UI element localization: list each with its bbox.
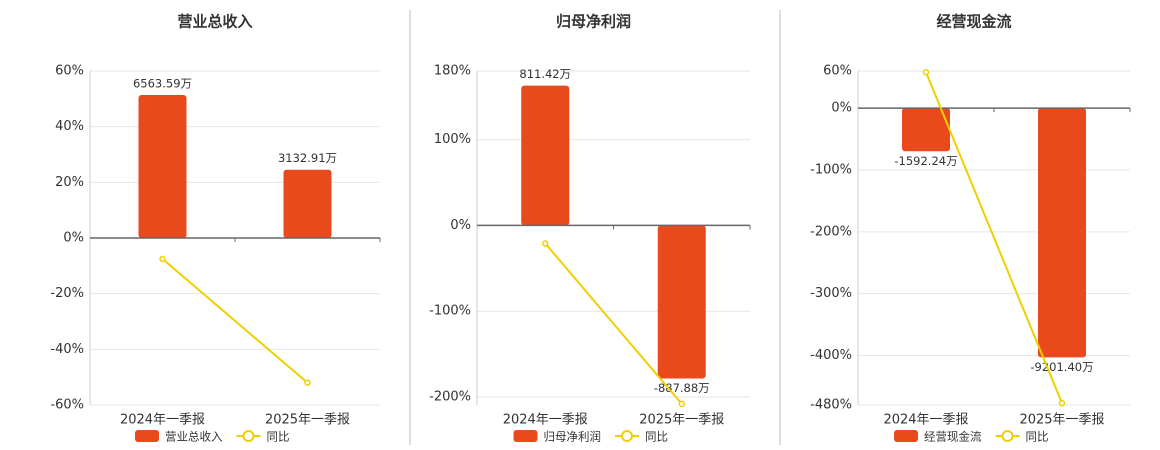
bar [283, 169, 332, 238]
y-tick-label: -480% [810, 398, 852, 413]
bar [657, 225, 706, 379]
chart-title: 归母净利润 [556, 13, 631, 31]
value-label: -1592.24万 [894, 154, 957, 168]
line [925, 71, 1063, 404]
legend-swatch [894, 430, 918, 442]
x-tick-label: 2025年一季报 [1019, 413, 1104, 428]
value-label: 6563.59万 [133, 76, 192, 90]
y-tick-label: 180% [434, 64, 471, 79]
legend-label: 经营现金流 [924, 430, 982, 444]
y-tick-label: -200% [810, 224, 852, 239]
point [922, 68, 930, 76]
point [304, 379, 311, 386]
y-tick-label: 60% [55, 64, 84, 79]
value-label: 3132.91万 [278, 151, 337, 165]
y-tick-label: 100% [434, 132, 471, 147]
x-tick-label: 2025年一季报 [265, 413, 350, 428]
value-label: -887.88万 [654, 381, 710, 395]
x-tick-label: 2024年一季报 [883, 413, 968, 428]
chart-title: 营业总收入 [177, 13, 252, 31]
value-label: 811.42万 [519, 67, 571, 81]
point [1058, 399, 1066, 407]
legend-label: 归母净利润 [544, 430, 602, 444]
bar [1038, 108, 1086, 358]
y-tick-label: 40% [55, 119, 84, 134]
y-tick-label: -400% [810, 348, 852, 363]
y-tick-label: 0% [63, 231, 84, 246]
point [542, 240, 549, 247]
line [544, 242, 683, 405]
bar [902, 108, 950, 152]
legend-label: 同比 [1026, 430, 1049, 444]
point [678, 400, 685, 408]
legend-swatch [135, 430, 159, 442]
legend-swatch [621, 430, 633, 442]
legend-swatch [242, 430, 255, 442]
y-tick-label: -100% [429, 304, 471, 319]
y-tick-label: -200% [429, 390, 471, 405]
y-tick-label: -100% [810, 162, 852, 177]
bar [138, 94, 187, 238]
legend-label: 同比 [267, 430, 290, 444]
y-tick-label: -40% [50, 342, 84, 357]
y-tick-label: 60% [823, 64, 852, 79]
y-tick-label: 0% [450, 218, 471, 233]
y-tick-label: 20% [55, 175, 84, 190]
bar [521, 85, 570, 226]
value-label: -9201.40万 [1030, 360, 1093, 374]
x-tick-label: 2025年一季报 [639, 413, 724, 428]
point [159, 255, 166, 263]
x-tick-label: 2024年一季报 [120, 413, 205, 428]
x-tick-label: 2024年一季报 [503, 413, 588, 428]
legend-label: 同比 [645, 430, 668, 444]
legend-label: 营业总收入 [165, 430, 223, 444]
y-tick-label: -60% [50, 398, 84, 413]
y-tick-label: -300% [810, 286, 852, 301]
y-tick-label: 0% [831, 101, 852, 116]
line [161, 258, 309, 384]
legend-swatch [1001, 430, 1014, 442]
y-tick-label: -20% [50, 286, 84, 301]
chart-title: 经营现金流 [936, 13, 1011, 31]
legend-swatch [513, 430, 538, 442]
